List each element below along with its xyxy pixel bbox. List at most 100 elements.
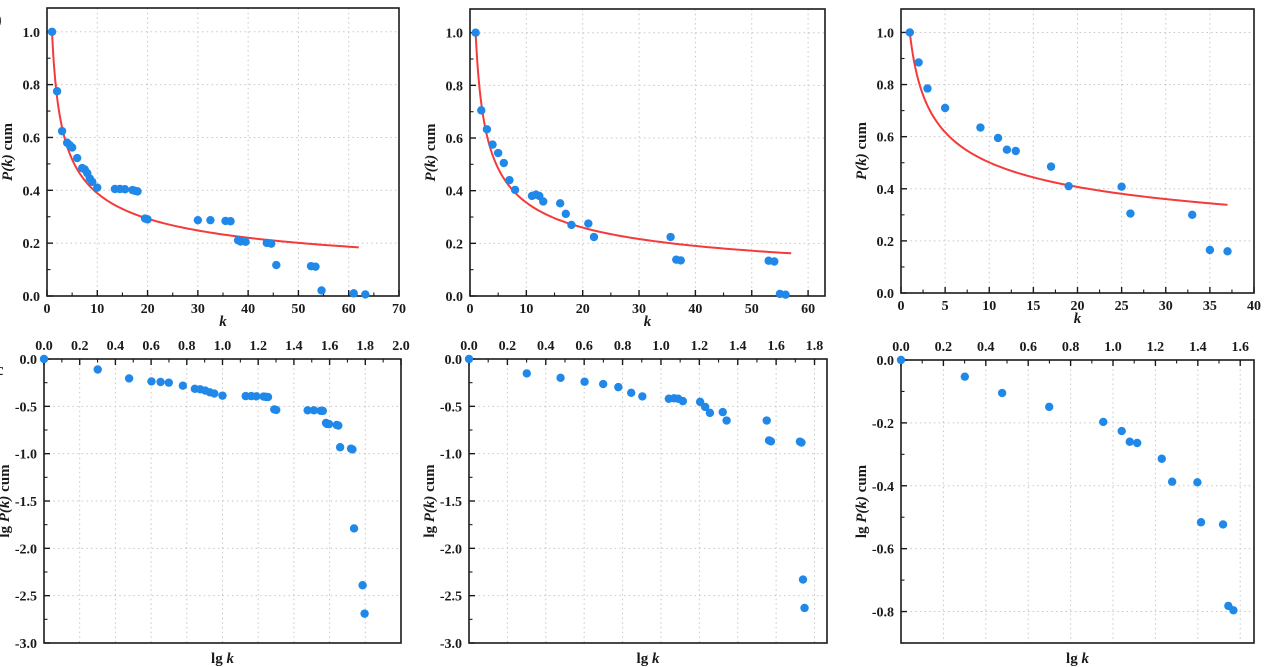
y-tick-label: -1.5	[15, 495, 37, 510]
y-tick-label: -3.0	[15, 637, 37, 652]
data-point	[1125, 437, 1134, 446]
data-point	[52, 87, 62, 96]
data-point	[499, 158, 509, 168]
data-point	[766, 437, 776, 446]
tick-marks	[46, 31, 400, 297]
data-point	[614, 382, 623, 392]
x-tick-label: 0.2	[935, 340, 953, 355]
data-point	[1126, 209, 1135, 218]
cropped-panel-label-top: )	[0, 10, 2, 30]
y-tick-label: 0.2	[446, 237, 464, 252]
y-tick-label: -1.0	[440, 448, 462, 463]
gridlines	[901, 9, 1254, 293]
power-law-fit-curve	[51, 31, 359, 249]
scatter-points	[39, 354, 369, 618]
x-tick-label: 0.2	[71, 339, 89, 354]
data-point	[93, 183, 102, 192]
axis-frame	[46, 7, 400, 297]
x-tick-label: 40	[688, 302, 702, 317]
data-point	[241, 237, 250, 247]
data-point	[584, 219, 593, 228]
x-tick-label: 0.4	[537, 339, 555, 354]
gridlines	[47, 8, 399, 296]
x-tick-label: 10	[90, 302, 104, 317]
x-tick-label: 10	[519, 302, 533, 317]
y-tick-label: -0.6	[872, 543, 894, 558]
data-point	[47, 27, 57, 36]
x-tick-label: 2.0	[392, 339, 410, 354]
y-tick-label: -2.5	[440, 590, 462, 605]
data-point	[218, 391, 227, 400]
x-tick-label: 1.2	[249, 339, 267, 354]
data-point	[88, 177, 97, 187]
data-point	[770, 257, 779, 266]
y-tick-label: 0.0	[877, 354, 895, 369]
data-point	[263, 392, 273, 402]
data-point	[348, 445, 357, 454]
data-point	[627, 388, 636, 397]
data-point	[464, 354, 474, 364]
data-point	[309, 406, 319, 415]
x-axis-label: lg k	[211, 651, 234, 667]
y-tick-label: -0.2	[872, 417, 894, 432]
scatter-points	[896, 355, 1238, 615]
y-tick-label: -1.5	[440, 495, 462, 510]
axis-frame	[468, 358, 828, 644]
x-tick-label: 1.4	[729, 339, 747, 354]
tick-labels: 0.0 0.2 0.4 0.6 0.8 1.0 1.2 1.4 1.6 1.8 2.0 0.0 -0.5…	[15, 339, 410, 652]
power-law-fit-curve	[908, 32, 1228, 206]
y-tick-label: -1.0	[15, 448, 37, 463]
y-tick-label: 0.0	[446, 290, 464, 305]
x-tick-label: 0.6	[575, 339, 593, 354]
x-tick-label: 10	[982, 299, 996, 314]
y-tick-label: -0.4	[872, 480, 894, 495]
x-tick-label: 70	[392, 302, 406, 317]
scatter-points	[47, 27, 370, 299]
x-tick-label: 40	[1247, 299, 1261, 314]
x-tick-label: 1.0	[1104, 340, 1122, 355]
data-point	[318, 406, 328, 416]
x-tick-label: 0.8	[1062, 340, 1080, 355]
data-point	[997, 388, 1007, 398]
y-tick-label: 1.0	[446, 27, 464, 42]
data-point	[124, 374, 134, 383]
data-point	[923, 84, 932, 93]
y-tick-label: -0.5	[15, 400, 37, 415]
tick-labels: 0 10 20 30 40 50 60 70 0.0 0.2 0.4 0.6 0.8 1.0	[23, 26, 407, 317]
x-tick-label: 25	[1115, 299, 1129, 314]
data-point	[147, 377, 156, 386]
minor-tick-marks	[901, 360, 1220, 644]
x-tick-label: 1.6	[1231, 340, 1249, 355]
x-tick-label: 60	[342, 302, 356, 317]
data-point	[993, 133, 1003, 143]
data-point	[1132, 438, 1142, 448]
x-tick-label: 1.2	[1147, 340, 1165, 355]
data-point	[272, 405, 281, 415]
y-axis-label: P(k) cum	[854, 122, 870, 180]
y-tick-label: 0.6	[23, 131, 41, 146]
x-tick-label: 50	[291, 302, 305, 317]
chart-panel-top-right: 0 5 10 15 20 25 30 35 40 0.0 0.2 0.4 0.6 0.8 1.0 k P(k) …	[854, 8, 1261, 327]
data-point	[67, 143, 77, 152]
scatter-points	[905, 28, 1232, 256]
data-point	[303, 406, 312, 415]
x-tick-label: 20	[1071, 299, 1085, 314]
data-point	[722, 416, 731, 425]
y-tick-label: 0.0	[445, 353, 463, 368]
tick-labels: 0 10 20 30 40 50 60 0.0 0.2 0.4 0.6 0.8 1.0	[446, 27, 816, 317]
data-point	[589, 232, 599, 242]
x-tick-label: 0.4	[107, 339, 125, 354]
data-point	[57, 126, 67, 136]
data-point	[361, 290, 370, 299]
data-point	[1223, 247, 1232, 256]
chart-panel-bottom-left: 0.0 0.2 0.4 0.6 0.8 1.0 1.2 1.4 1.6 1.8 2.0 0.0 -0.5…	[0, 339, 410, 667]
data-point	[488, 140, 497, 149]
data-point	[598, 379, 608, 389]
data-point	[1046, 162, 1056, 171]
data-point	[267, 239, 276, 248]
data-point	[522, 369, 531, 378]
x-axis-label: lg k	[1066, 651, 1089, 667]
y-tick-label: 0.8	[877, 79, 895, 94]
data-point	[120, 185, 130, 194]
y-tick-label: 1.0	[23, 26, 41, 41]
